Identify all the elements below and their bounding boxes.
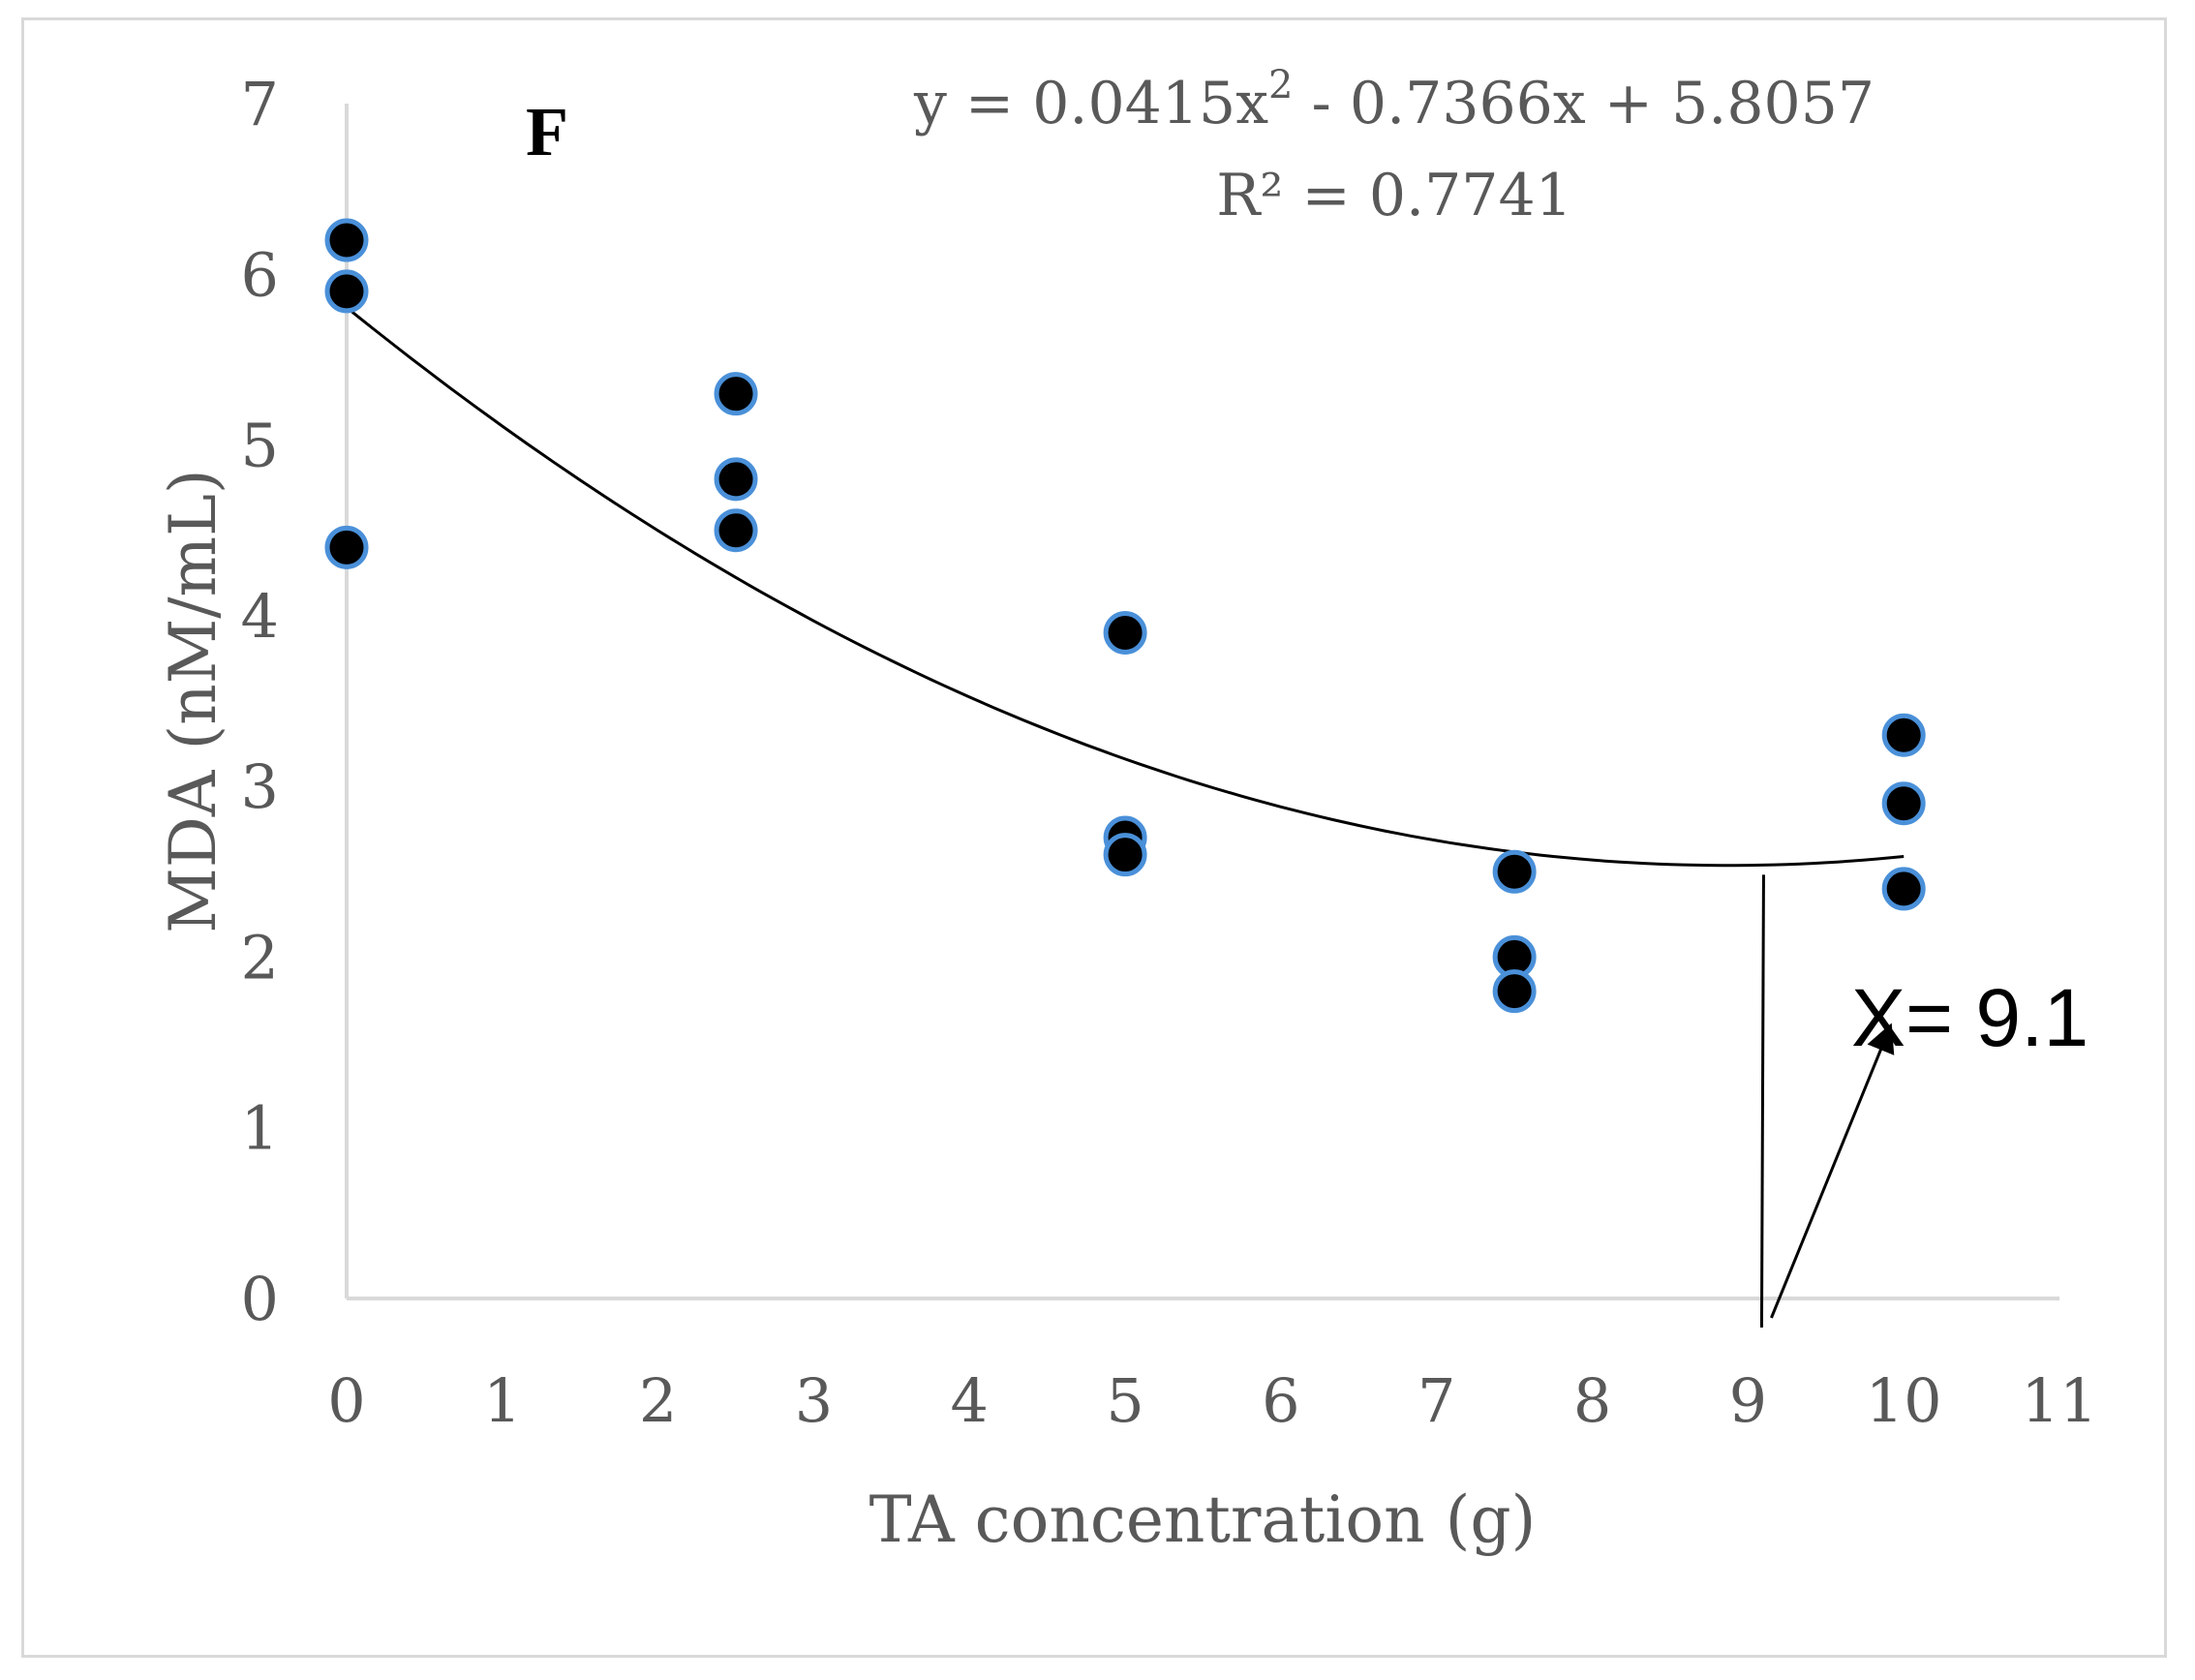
chart-frame xyxy=(21,17,2167,1658)
annotation-label: X= 9.1 xyxy=(1851,972,2088,1063)
x-tick-label: 4 xyxy=(951,1365,989,1436)
data-point xyxy=(1492,969,1537,1014)
x-tick-labels: 0 1 2 3 4 5 6 7 8 9 10 11 xyxy=(327,1365,2097,1436)
y-tick-label: 2 xyxy=(241,922,279,993)
equation-part-1: y = 0.0415x xyxy=(913,70,1268,137)
y-tick-label: 4 xyxy=(241,581,279,652)
y-tick-label: 1 xyxy=(241,1093,279,1164)
data-point xyxy=(1881,781,1926,826)
y-axis-title: MDA (nM/mL) xyxy=(156,469,230,932)
x-tick-label: 10 xyxy=(1866,1365,1942,1436)
y-tick-label: 0 xyxy=(241,1264,279,1334)
y-tick-label: 7 xyxy=(241,69,279,139)
x-tick-label: 5 xyxy=(1106,1365,1143,1436)
equation-superscript: 2 xyxy=(1268,63,1293,107)
equation-part-2: - 0.7366x + 5.8057 xyxy=(1293,70,1875,137)
panel-label: F xyxy=(526,93,568,170)
y-tick-label: 5 xyxy=(241,411,279,481)
y-tick-labels: 0 1 2 3 4 5 6 7 xyxy=(241,69,279,1334)
x-tick-label: 9 xyxy=(1729,1365,1767,1436)
data-point xyxy=(1492,849,1537,894)
data-point xyxy=(324,525,369,569)
data-point xyxy=(324,269,369,314)
data-point xyxy=(1103,610,1147,655)
data-point xyxy=(1881,713,1926,757)
data-point xyxy=(714,457,758,502)
polynomial-trendline xyxy=(346,306,1905,868)
x-tick-label: 0 xyxy=(327,1365,365,1436)
x-axis-title: TA concentration (g) xyxy=(869,1482,1537,1557)
trendline-equation: y = 0.0415x2 - 0.7366x + 5.8057 xyxy=(913,63,1875,137)
r-squared-label: R² = 0.7741 xyxy=(1216,162,1572,229)
y-tick-label: 3 xyxy=(241,751,279,822)
x-tick-label: 6 xyxy=(1262,1365,1299,1436)
data-point xyxy=(714,372,758,416)
data-point xyxy=(714,508,758,553)
data-points xyxy=(324,218,1926,1014)
x-tick-label: 3 xyxy=(795,1365,833,1436)
x-tick-label: 7 xyxy=(1418,1365,1455,1436)
x-tick-label: 11 xyxy=(2022,1365,2098,1436)
x-tick-label: 8 xyxy=(1573,1365,1611,1436)
data-point xyxy=(324,218,369,262)
x-tick-label: 2 xyxy=(639,1365,677,1436)
data-point xyxy=(1881,867,1926,911)
x-tick-label: 1 xyxy=(483,1365,521,1436)
x-marker-vertical-line xyxy=(1759,874,1765,1329)
annotation-arrow xyxy=(1770,1023,1895,1319)
y-tick-label: 6 xyxy=(241,239,279,310)
data-point xyxy=(1103,833,1147,877)
